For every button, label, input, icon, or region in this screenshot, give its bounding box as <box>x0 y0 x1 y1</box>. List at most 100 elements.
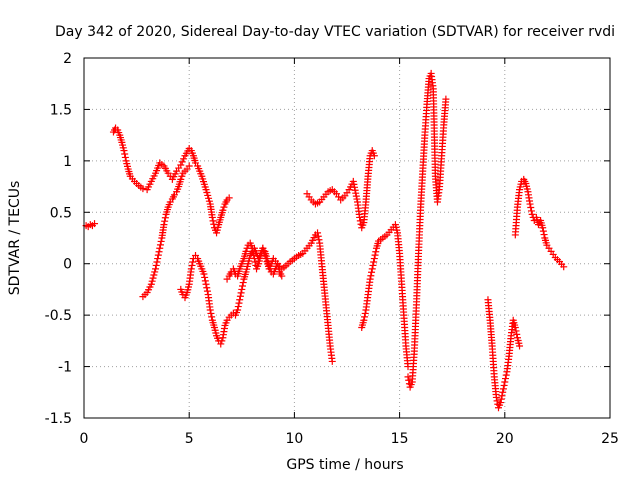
data-point <box>120 147 128 155</box>
data-point <box>177 175 185 183</box>
data-point <box>220 203 228 211</box>
data-point <box>349 177 357 185</box>
data-point <box>148 277 156 285</box>
data-point <box>203 284 211 292</box>
data-point <box>497 395 505 403</box>
data-point <box>151 268 159 276</box>
y-axis-title: SDTVAR / TECUs <box>7 181 23 296</box>
data-point <box>235 299 243 307</box>
data-point <box>209 217 217 225</box>
data-point <box>501 378 509 386</box>
y-tick-label: -1 <box>58 360 72 376</box>
data-point <box>328 357 336 365</box>
y-tick-label: 2 <box>63 51 72 67</box>
x-tick-label: 15 <box>391 431 409 447</box>
chart-title: Day 342 of 2020, Sidereal Day-to-day VTE… <box>55 24 615 40</box>
data-point <box>178 158 186 166</box>
data-point <box>154 251 162 259</box>
data-point <box>370 255 378 263</box>
data-point <box>497 399 505 407</box>
data-point <box>499 388 507 396</box>
data-point <box>139 185 147 193</box>
data-point <box>152 261 160 269</box>
data-point <box>405 376 413 384</box>
data-point <box>511 323 519 331</box>
x-tick-label: 10 <box>285 431 303 447</box>
data-point <box>366 275 374 283</box>
data-point <box>249 248 257 256</box>
data-point <box>201 277 209 285</box>
data-point <box>539 224 547 232</box>
data-point <box>527 207 535 215</box>
data-point <box>560 263 568 271</box>
x-tick-label: 0 <box>80 431 89 447</box>
data-point <box>242 247 250 255</box>
y-tick-labels: -1.5 -1 -0.5 0 0.5 1 1.5 2 <box>45 51 72 427</box>
data-point <box>236 296 244 304</box>
plot-frame <box>83 57 611 419</box>
data-point <box>367 272 375 280</box>
data-point <box>218 337 226 345</box>
data-point <box>219 206 227 214</box>
data-point <box>356 217 364 225</box>
data-point <box>203 287 211 295</box>
data-point <box>371 251 379 259</box>
data-point <box>239 279 247 287</box>
data-point <box>404 373 412 381</box>
y-tick-label: -0.5 <box>45 308 72 324</box>
data-point <box>180 155 188 163</box>
data-point <box>177 161 185 169</box>
data-point <box>512 327 520 335</box>
data-point <box>513 330 521 338</box>
data-point <box>516 342 524 350</box>
x-tick-label: 20 <box>496 431 514 447</box>
data-point <box>237 289 245 297</box>
data-point <box>265 262 273 270</box>
axis-ticks <box>83 57 611 419</box>
data-point <box>225 194 233 202</box>
data-point <box>208 313 216 321</box>
plot-grid <box>84 58 610 418</box>
x-tick-label: 25 <box>601 431 619 447</box>
data-point <box>315 236 323 244</box>
data-points <box>82 69 568 412</box>
y-tick-label: -1.5 <box>45 411 72 427</box>
data-point <box>207 309 215 317</box>
data-point <box>492 393 500 401</box>
data-point <box>200 270 208 278</box>
data-point <box>217 340 225 348</box>
x-tick-label: 5 <box>185 431 194 447</box>
x-axis-title: GPS time / hours <box>286 457 403 473</box>
y-tick-label: 1.5 <box>50 102 72 118</box>
data-point <box>155 248 163 256</box>
data-point <box>234 306 242 314</box>
data-point <box>156 241 164 249</box>
data-point <box>502 375 510 383</box>
data-point <box>361 309 369 317</box>
data-point <box>278 272 286 280</box>
data-point <box>189 258 197 266</box>
y-tick-label: 1 <box>63 154 72 170</box>
data-point <box>160 221 168 229</box>
data-point <box>208 213 216 221</box>
y-tick-label: 0 <box>63 257 72 273</box>
data-point <box>152 265 160 273</box>
data-point <box>250 251 258 259</box>
data-point <box>526 200 534 208</box>
data-point <box>352 192 360 200</box>
data-point <box>239 282 247 290</box>
data-point <box>368 268 376 276</box>
data-point <box>314 229 322 237</box>
data-point <box>493 397 501 405</box>
data-point <box>153 258 161 266</box>
data-point <box>502 371 510 379</box>
data-point <box>352 189 360 197</box>
data-point <box>178 172 186 180</box>
data-point <box>188 261 196 269</box>
data-point <box>121 150 129 158</box>
data-point <box>314 232 322 240</box>
data-point <box>351 183 359 191</box>
data-point <box>540 231 548 239</box>
data-point <box>353 195 361 203</box>
